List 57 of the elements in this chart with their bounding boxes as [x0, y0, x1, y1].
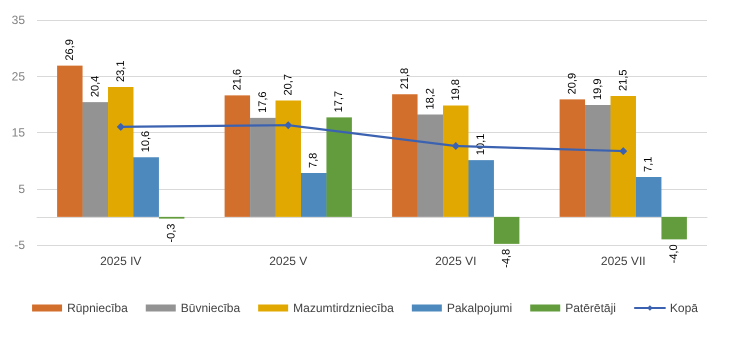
- bar: [560, 99, 586, 217]
- data-label: 17,7: [333, 90, 346, 112]
- bar: [82, 102, 108, 217]
- y-tick-label: 5: [18, 182, 26, 196]
- bar: [57, 66, 83, 217]
- bar: [133, 157, 159, 217]
- bar: [276, 100, 301, 217]
- legend-label: Kopā: [670, 301, 698, 315]
- bar: [326, 117, 352, 217]
- bar: [610, 96, 636, 217]
- data-label: 7,1: [642, 156, 655, 172]
- bar: [224, 95, 250, 217]
- legend-label: Rūpniecība: [67, 301, 128, 315]
- bar: [585, 104, 611, 217]
- y-tick-label: -5: [14, 238, 26, 252]
- point: [116, 122, 125, 131]
- legend-label: Patērētāji: [565, 301, 616, 315]
- bar: [418, 114, 444, 217]
- x-tick-label: 2025 VII: [600, 254, 646, 268]
- data-label: -0,3: [166, 224, 178, 243]
- data-label: 18,2: [424, 88, 436, 110]
- data-label: 19,8: [450, 79, 462, 100]
- data-label: 21,5: [617, 70, 630, 91]
- point: [619, 147, 628, 156]
- bar: [443, 106, 468, 217]
- bar: [494, 216, 520, 244]
- point: [452, 142, 460, 150]
- data-label: 20,4: [89, 76, 102, 98]
- data-label: 17,6: [256, 91, 269, 113]
- data-label: 19,9: [592, 78, 604, 100]
- bar: [250, 118, 276, 217]
- point: [284, 121, 292, 130]
- data-label: 20,9: [566, 72, 578, 94]
- data-label: 7,8: [308, 152, 320, 168]
- bar: [661, 216, 687, 240]
- bar: [108, 86, 134, 217]
- y-tick-label: 35: [12, 13, 26, 27]
- data-label: 26,9: [64, 39, 76, 61]
- legend-label: Būvniecība: [180, 301, 240, 315]
- bar: [468, 160, 494, 217]
- y-tick-label: 15: [12, 126, 26, 140]
- bar: [636, 176, 662, 217]
- data-label: 23,1: [114, 60, 127, 82]
- y-tick-label: 25: [12, 69, 26, 84]
- x-tick-label: 2025 IV: [100, 254, 142, 268]
- legend-label: Mazumtirdzniecība: [293, 301, 394, 315]
- x-tick-label: 2025 VI: [435, 254, 476, 268]
- bar: [392, 94, 418, 217]
- bar: [300, 173, 326, 217]
- data-label: -4,8: [500, 248, 513, 268]
- data-label: 21,8: [398, 68, 411, 90]
- data-label: 21,6: [231, 68, 244, 90]
- x-tick-label: 2025 V: [269, 254, 308, 268]
- data-label: 20,7: [282, 74, 294, 96]
- data-label: -4,0: [668, 244, 680, 264]
- data-label: 10,6: [140, 130, 152, 152]
- legend-label: Pakalpojumi: [446, 301, 512, 315]
